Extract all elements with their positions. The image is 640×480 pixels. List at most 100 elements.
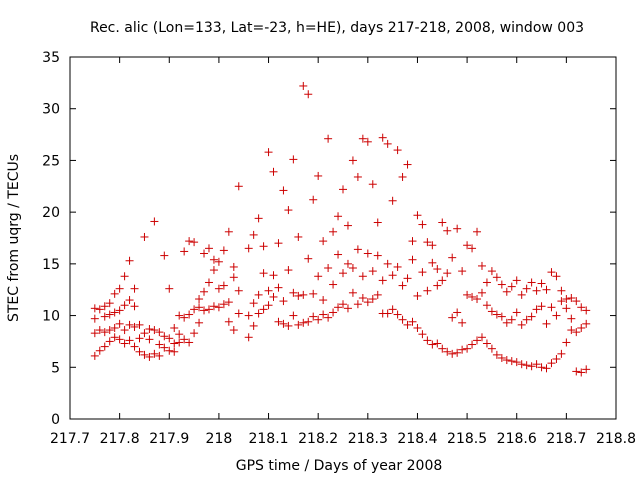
- data-point: [304, 90, 313, 99]
- data-point: [448, 349, 457, 358]
- data-point: [567, 326, 576, 335]
- data-point: [423, 238, 432, 247]
- data-point: [170, 347, 179, 356]
- data-point: [115, 284, 124, 293]
- data-point: [383, 139, 392, 148]
- data-point: [200, 306, 209, 315]
- data-point: [264, 148, 273, 157]
- data-point: [209, 266, 218, 275]
- data-point: [348, 156, 357, 165]
- data-point: [482, 278, 491, 287]
- data-point: [567, 314, 576, 323]
- data-point: [353, 245, 362, 254]
- data-point: [339, 269, 347, 278]
- x-axis-label: GPS time / Days of year 2008: [236, 458, 443, 474]
- data-point: [502, 318, 511, 327]
- data-point: [453, 224, 462, 233]
- data-point: [532, 286, 541, 295]
- data-point: [100, 342, 109, 351]
- data-point: [527, 362, 536, 371]
- data-point: [502, 356, 511, 365]
- data-point: [334, 303, 343, 312]
- data-point: [577, 368, 586, 377]
- data-point: [274, 239, 283, 248]
- data-point: [314, 315, 323, 324]
- data-point: [572, 367, 581, 376]
- data-point: [259, 269, 268, 278]
- data-point: [527, 278, 536, 287]
- data-point: [492, 350, 501, 359]
- data-point: [393, 310, 402, 319]
- data-point: [329, 227, 338, 236]
- data-point: [473, 227, 482, 236]
- y-tick-label: 0: [51, 412, 60, 428]
- data-point: [170, 339, 179, 348]
- data-point: [125, 336, 134, 345]
- data-point: [90, 314, 99, 323]
- data-point: [547, 268, 556, 277]
- data-point: [557, 286, 566, 295]
- data-point: [463, 241, 472, 250]
- data-point: [572, 328, 581, 337]
- data-point: [368, 180, 377, 189]
- data-point: [294, 232, 303, 241]
- data-point: [249, 230, 258, 239]
- data-point: [477, 261, 486, 270]
- data-point: [324, 134, 333, 143]
- data-point: [552, 311, 561, 320]
- data-point: [329, 280, 338, 289]
- data-point: [120, 272, 129, 281]
- data-point: [284, 266, 293, 275]
- plot-frame: [69, 56, 617, 420]
- data-point: [363, 137, 372, 146]
- x-tick-label: 217.7: [50, 431, 90, 447]
- data-point: [428, 340, 437, 349]
- data-point: [482, 339, 491, 348]
- data-point: [175, 311, 184, 320]
- data-point: [537, 363, 546, 372]
- data-point: [294, 291, 303, 300]
- data-point: [358, 293, 367, 302]
- data-point: [289, 288, 298, 297]
- data-point: [219, 281, 228, 290]
- data-point: [438, 344, 447, 353]
- data-point: [413, 211, 422, 220]
- data-point: [552, 355, 561, 364]
- data-point: [468, 340, 477, 349]
- data-point: [418, 330, 427, 339]
- data-point: [537, 302, 546, 311]
- data-point: [195, 303, 204, 312]
- data-point: [547, 303, 556, 312]
- data-point: [453, 308, 462, 317]
- data-point: [264, 286, 273, 295]
- data-point: [100, 312, 109, 321]
- data-point: [582, 319, 591, 328]
- data-points: [90, 81, 591, 377]
- data-point: [477, 333, 486, 342]
- data-point: [477, 288, 486, 297]
- data-point: [388, 196, 397, 205]
- data-point: [170, 323, 179, 332]
- data-point: [175, 330, 184, 339]
- data-point: [567, 293, 576, 302]
- data-point: [433, 265, 442, 274]
- data-point: [125, 256, 134, 265]
- data-point: [458, 318, 467, 327]
- data-point: [195, 295, 204, 304]
- data-point: [517, 320, 526, 329]
- data-point: [428, 258, 437, 267]
- data-point: [175, 338, 184, 347]
- data-point: [140, 350, 149, 359]
- data-point: [398, 281, 407, 290]
- data-point: [219, 300, 228, 309]
- y-tick-label: 35: [42, 50, 60, 66]
- data-point: [209, 302, 218, 311]
- data-point: [522, 284, 531, 293]
- data-point: [155, 351, 164, 360]
- data-point: [309, 289, 318, 298]
- data-point: [522, 315, 531, 324]
- data-point: [120, 301, 129, 310]
- data-point: [517, 290, 526, 299]
- data-point: [279, 297, 288, 306]
- data-point: [507, 282, 516, 291]
